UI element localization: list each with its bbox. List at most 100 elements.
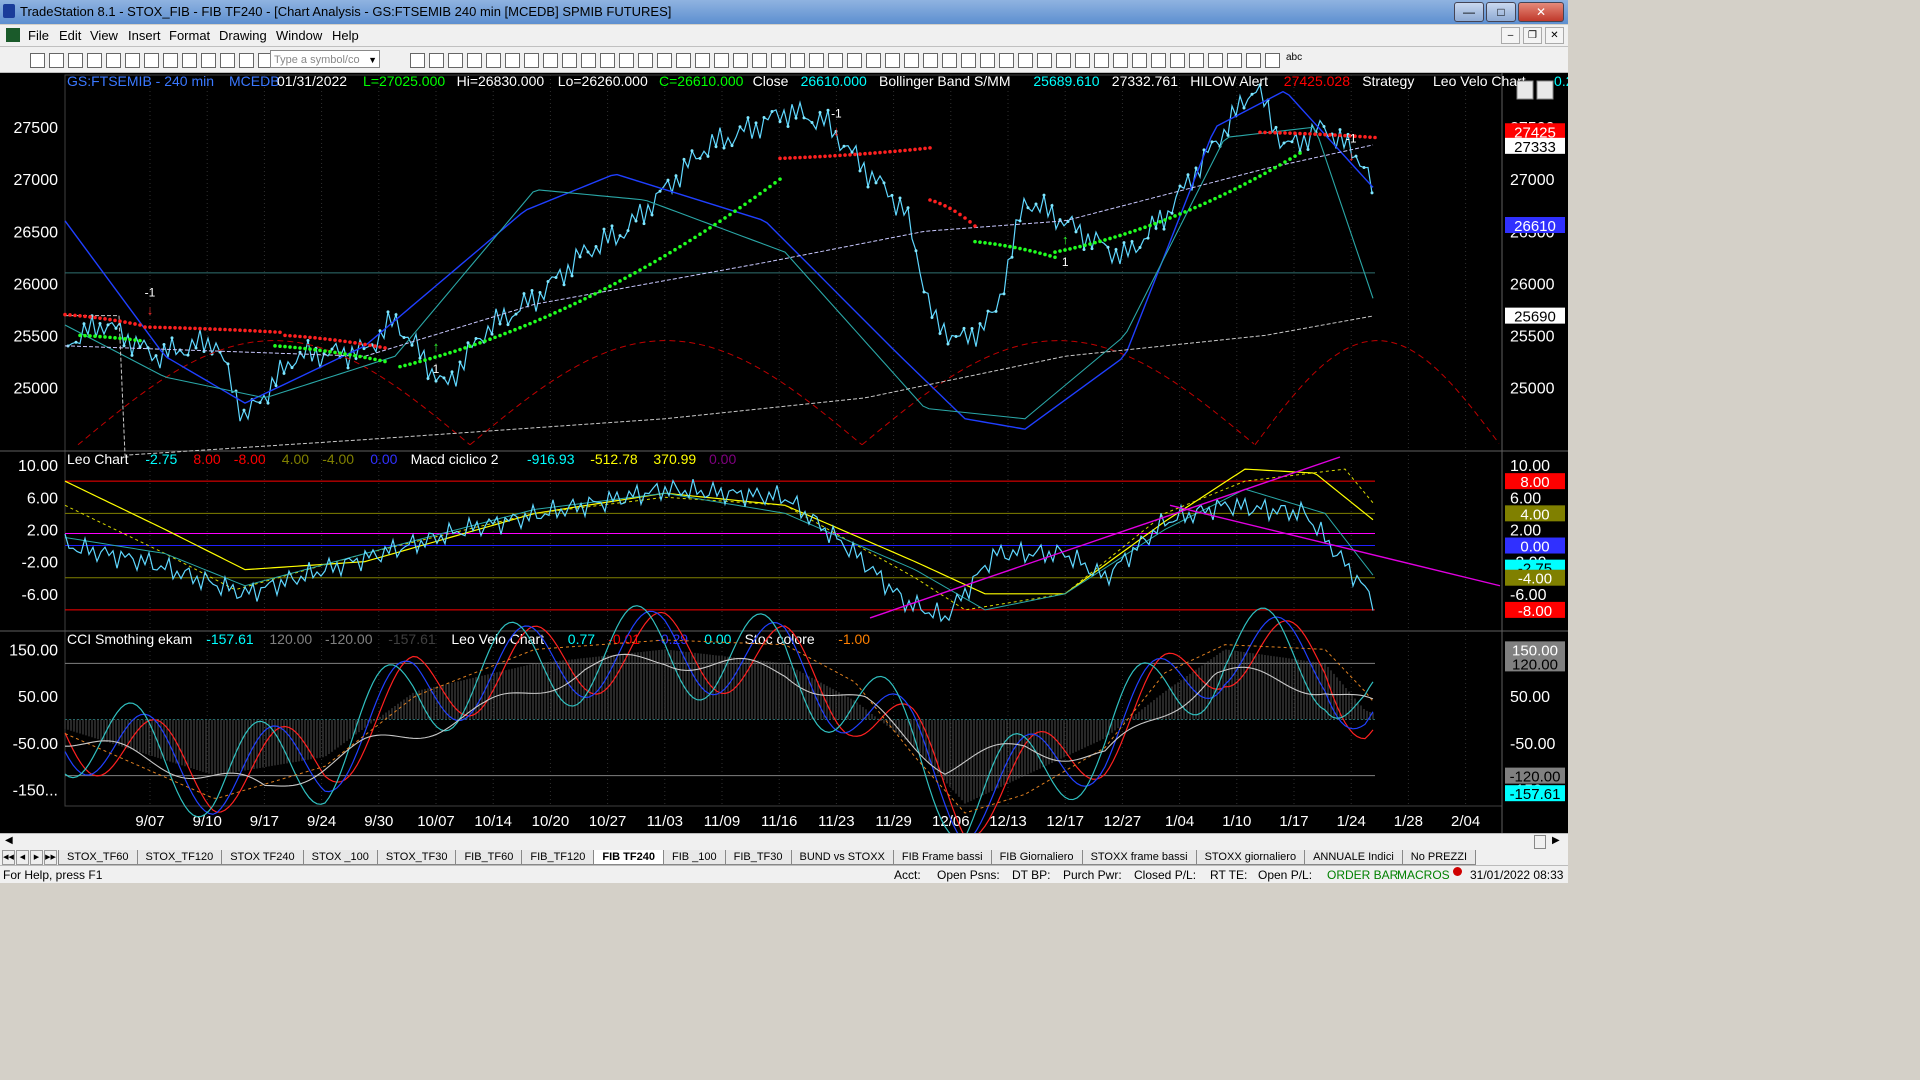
toolbar-button-10[interactable] xyxy=(220,53,235,68)
toolbar-button-20[interactable] xyxy=(543,53,558,68)
toolbar-button-38[interactable] xyxy=(885,53,900,68)
toolbar-button-48[interactable] xyxy=(1075,53,1090,68)
toolbar-button-13[interactable] xyxy=(410,53,425,68)
chart-minimize-button[interactable] xyxy=(1516,80,1534,100)
menu-format[interactable]: Format xyxy=(169,28,211,43)
toolbar-button-57[interactable] xyxy=(1246,53,1261,68)
toolbar-button-8[interactable] xyxy=(182,53,197,68)
scroll-right-icon[interactable]: ▶ xyxy=(1552,835,1560,846)
toolbar-button-17[interactable] xyxy=(486,53,501,68)
toolbar-button-23[interactable] xyxy=(600,53,615,68)
toolbar-button-28[interactable] xyxy=(695,53,710,68)
tab-14[interactable]: STOXX giornaliero xyxy=(1195,850,1306,865)
chart-area[interactable]: 9/07 9/10 9/17 9/24 9/30 10/07 10/14 10/20 10/27… xyxy=(0,73,1624,845)
chart-restore-button[interactable] xyxy=(1536,80,1554,100)
toolbar-button-40[interactable] xyxy=(923,53,938,68)
toolbar-button-22[interactable] xyxy=(581,53,596,68)
toolbar-button-16[interactable] xyxy=(467,53,482,68)
toolbar-button-26[interactable] xyxy=(657,53,672,68)
toolbar-button-53[interactable] xyxy=(1170,53,1185,68)
status-macros[interactable]: MACROS xyxy=(1397,868,1450,882)
toolbar-button-54[interactable] xyxy=(1189,53,1204,68)
toolbar-button-50[interactable] xyxy=(1113,53,1128,68)
toolbar-button-39[interactable] xyxy=(904,53,919,68)
menu-help[interactable]: Help xyxy=(332,28,359,43)
toolbar-button-51[interactable] xyxy=(1132,53,1147,68)
toolbar-button-43[interactable] xyxy=(980,53,995,68)
toolbar-button-24[interactable] xyxy=(619,53,634,68)
toolbar-button-30[interactable] xyxy=(733,53,748,68)
toolbar-button-9[interactable] xyxy=(201,53,216,68)
toolbar-button-47[interactable] xyxy=(1056,53,1071,68)
toolbar-button-21[interactable] xyxy=(562,53,577,68)
toolbar-button-19[interactable] xyxy=(524,53,539,68)
toolbar-button-58[interactable] xyxy=(1265,53,1280,68)
chevron-down-icon[interactable]: ▼ xyxy=(368,55,377,65)
toolbar-button-32[interactable] xyxy=(771,53,786,68)
menu-window[interactable]: Window xyxy=(276,28,323,43)
menu-edit[interactable]: Edit xyxy=(59,28,82,43)
tab-7[interactable]: FIB TF240 xyxy=(593,850,664,865)
toolbar-button-11[interactable] xyxy=(239,53,254,68)
tab-first-icon[interactable]: ◀◀ xyxy=(2,850,15,865)
toolbar-button-29[interactable] xyxy=(714,53,729,68)
toolbar-button-55[interactable] xyxy=(1208,53,1223,68)
toolbar-button-49[interactable] xyxy=(1094,53,1109,68)
close-button[interactable]: ✕ xyxy=(1518,2,1564,22)
menu-file[interactable]: File xyxy=(28,28,49,43)
toolbar-button-34[interactable] xyxy=(809,53,824,68)
toolbar-button-36[interactable] xyxy=(847,53,862,68)
tab-last-icon[interactable]: ▶▶ xyxy=(44,850,57,865)
toolbar-button-18[interactable] xyxy=(505,53,520,68)
tab-16[interactable]: No PREZZI xyxy=(1401,850,1477,865)
tab-9[interactable]: FIB_TF30 xyxy=(724,850,792,865)
toolbar-button-14[interactable] xyxy=(429,53,444,68)
scroll-thumb[interactable] xyxy=(1534,835,1546,849)
toolbar-button-15[interactable] xyxy=(448,53,463,68)
toolbar-button-45[interactable] xyxy=(1018,53,1033,68)
tab-3[interactable]: STOX _100 xyxy=(302,850,378,865)
toolbar-button-37[interactable] xyxy=(866,53,881,68)
scroll-left-icon[interactable]: ◀ xyxy=(5,835,13,846)
maximize-button[interactable]: □ xyxy=(1486,2,1516,22)
symbol-input[interactable]: Type a symbol/co ▼ xyxy=(270,50,380,68)
horizontal-scrollbar[interactable]: ◀ ▶ xyxy=(0,833,1568,850)
tab-13[interactable]: STOXX frame bassi xyxy=(1081,850,1197,865)
toolbar-button-56[interactable] xyxy=(1227,53,1242,68)
status-order-bar[interactable]: ORDER BAR xyxy=(1327,868,1399,882)
toolbar-button-44[interactable] xyxy=(999,53,1014,68)
toolbar-button-42[interactable] xyxy=(961,53,976,68)
toolbar-button-1[interactable] xyxy=(49,53,64,68)
tab-12[interactable]: FIB Giornaliero xyxy=(990,850,1083,865)
toolbar-button-7[interactable] xyxy=(163,53,178,68)
tab-2[interactable]: STOX TF240 xyxy=(221,850,304,865)
menu-drawing[interactable]: Drawing xyxy=(219,28,267,43)
tab-next-icon[interactable]: ▶ xyxy=(30,850,43,865)
tab-0[interactable]: STOX_TF60 xyxy=(58,850,138,865)
toolbar-button-41[interactable] xyxy=(942,53,957,68)
toolbar-button-6[interactable] xyxy=(144,53,159,68)
mdi-minimize-button[interactable]: – xyxy=(1501,27,1520,44)
toolbar-button-52[interactable] xyxy=(1151,53,1166,68)
tab-6[interactable]: FIB_TF120 xyxy=(521,850,595,865)
toolbar-button-46[interactable] xyxy=(1037,53,1052,68)
minimize-button[interactable]: — xyxy=(1454,2,1484,22)
tab-15[interactable]: ANNUALE Indici xyxy=(1304,850,1403,865)
tab-8[interactable]: FIB _100 xyxy=(662,850,726,865)
tab-1[interactable]: STOX_TF120 xyxy=(136,850,223,865)
tab-10[interactable]: BUND vs STOXX xyxy=(790,850,894,865)
text-tool-label[interactable]: abc xyxy=(1286,52,1303,63)
toolbar-button-31[interactable] xyxy=(752,53,767,68)
mdi-close-button[interactable]: ✕ xyxy=(1545,27,1564,44)
toolbar-button-2[interactable] xyxy=(68,53,83,68)
chart-svg[interactable]: 9/07 9/10 9/17 9/24 9/30 10/07 10/14 10/20 10/27… xyxy=(0,73,1624,845)
toolbar-button-25[interactable] xyxy=(638,53,653,68)
toolbar-button-35[interactable] xyxy=(828,53,843,68)
toolbar-button-4[interactable] xyxy=(106,53,121,68)
tab-11[interactable]: FIB Frame bassi xyxy=(892,850,992,865)
toolbar-button-33[interactable] xyxy=(790,53,805,68)
menu-view[interactable]: View xyxy=(90,28,118,43)
tab-prev-icon[interactable]: ◀ xyxy=(16,850,29,865)
menu-insert[interactable]: Insert xyxy=(128,28,161,43)
toolbar-button-27[interactable] xyxy=(676,53,691,68)
